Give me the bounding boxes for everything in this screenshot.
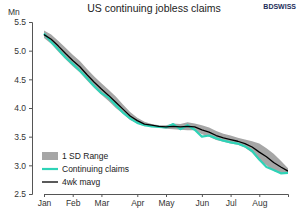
y-tick-label: 4.0 — [14, 103, 26, 113]
x-tick: Apr — [131, 194, 144, 208]
y-tick-mark — [29, 79, 32, 80]
legend-item: 4wk mavg — [42, 177, 101, 187]
x-tick: Feb — [66, 194, 81, 208]
y-axis-line — [29, 23, 33, 195]
x-tick-mark — [101, 194, 102, 197]
x-tick: Jun — [196, 194, 210, 208]
x-tick-mark — [137, 194, 138, 197]
y-tick-mark — [29, 22, 32, 23]
legend-swatch — [42, 181, 58, 182]
y-tick: 5.5 — [14, 17, 32, 27]
legend-item: Continuing claims — [42, 164, 129, 174]
x-tick-mark — [259, 194, 260, 197]
legend-label: 1 SD Range — [62, 151, 109, 161]
x-tick-mark — [44, 194, 45, 197]
y-tick: 4.0 — [14, 103, 32, 113]
x-tick-mark — [73, 194, 74, 197]
logo: BDSWISS — [263, 3, 296, 10]
y-tick: 3.0 — [14, 161, 32, 171]
x-axis-line — [45, 195, 289, 198]
title: US continuing jobless claims — [87, 2, 221, 14]
y-tick-mark — [29, 51, 32, 52]
x-tick-label: Jul — [226, 198, 237, 208]
x-axis: Jan Feb Mar Apr May Jun Jul Aug — [38, 194, 289, 208]
x-tick-mark — [231, 194, 232, 197]
series-line — [44, 33, 288, 173]
x-tick-label: Mar — [95, 198, 110, 208]
sd-band — [44, 31, 288, 174]
plot-marks — [44, 31, 288, 174]
y-tick-mark — [29, 165, 32, 166]
x-tick-mark — [202, 194, 203, 197]
x-tick: May — [158, 194, 175, 208]
y-tick-mark — [29, 137, 32, 138]
legend-label: 4wk mavg — [62, 177, 101, 187]
x-tick-label: May — [158, 198, 175, 208]
chart-container: US continuing jobless claimsBDSWISSMn2.5… — [0, 0, 300, 214]
y-tick-label: 5.5 — [14, 17, 26, 27]
y-tick-label: 5.0 — [14, 46, 26, 56]
y-tick-label: 3.5 — [14, 132, 26, 142]
x-tick: Aug — [252, 194, 267, 208]
x-tick: Jan — [38, 194, 52, 208]
legend-swatch — [42, 152, 58, 160]
legend-swatch — [42, 168, 58, 170]
legend: 1 SD Range Continuing claims 4wk mavg — [42, 151, 129, 187]
y-tick: 5.0 — [14, 46, 32, 56]
legend-item: 1 SD Range — [42, 151, 109, 161]
y-tick-label: 3.0 — [14, 161, 26, 171]
y-axis: 2.5 3.0 3.5 4.0 4.5 5.0 5.5 — [14, 17, 32, 199]
y-tick-mark — [29, 108, 32, 109]
y-axis-label: Mn — [8, 7, 20, 17]
x-tick: Mar — [95, 194, 110, 208]
x-tick-label: Jun — [196, 198, 210, 208]
y-tick-label: 4.5 — [14, 75, 26, 85]
y-tick: 3.5 — [14, 132, 32, 142]
y-tick-label: 2.5 — [14, 189, 26, 199]
x-tick-label: Apr — [131, 198, 144, 208]
y-tick: 2.5 — [14, 189, 32, 199]
x-tick-label: Aug — [252, 198, 267, 208]
y-tick-mark — [29, 194, 32, 195]
chart-svg: US continuing jobless claimsBDSWISSMn2.5… — [0, 0, 300, 214]
series-line — [44, 35, 288, 171]
x-tick-label: Jan — [38, 198, 52, 208]
legend-label: Continuing claims — [62, 164, 129, 174]
x-tick: Jul — [226, 194, 237, 208]
x-tick-label: Feb — [66, 198, 81, 208]
y-tick: 4.5 — [14, 75, 32, 85]
x-tick-mark — [166, 194, 167, 197]
